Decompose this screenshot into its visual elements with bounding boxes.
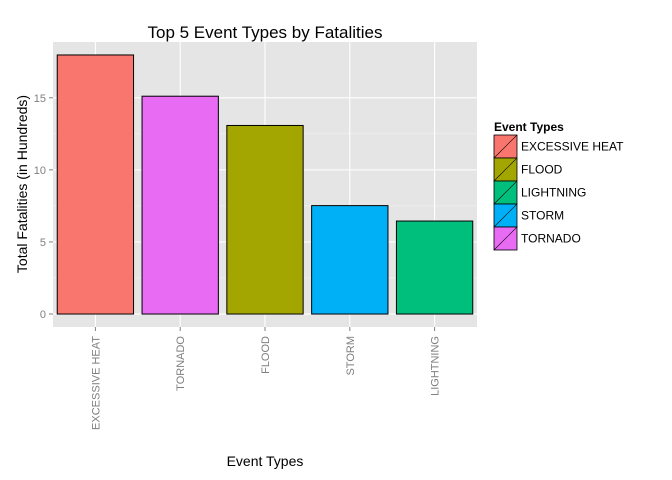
bar-layer: [56, 54, 474, 315]
legend-label: EXCESSIVE HEAT: [521, 140, 624, 154]
legend-key-slash: [493, 203, 518, 228]
x-axis-title: Event Types: [227, 453, 304, 469]
bar: [311, 205, 389, 315]
bar: [395, 220, 474, 315]
legend-key-slash: [493, 157, 518, 182]
y-tick-label: 5: [40, 237, 46, 249]
legend-key-slash: [493, 226, 518, 251]
x-tick-label: LIGHTNING: [430, 336, 442, 396]
legend-item: FLOOD: [493, 157, 563, 182]
y-axis-title: Total Fatalities (in Hundreds): [14, 95, 30, 273]
legend-item: EXCESSIVE HEAT: [493, 134, 624, 159]
legend-label: LIGHTNING: [521, 186, 586, 200]
legend-label: FLOOD: [521, 163, 563, 177]
legend-label: STORM: [521, 209, 564, 223]
y-tick-label: 10: [34, 165, 46, 177]
legend-key-slash: [493, 134, 518, 159]
y-tick-label: 0: [40, 309, 46, 321]
legend-label: TORNADO: [521, 232, 581, 246]
legend-item: LIGHTNING: [493, 180, 586, 205]
legend-title: Event Types: [494, 120, 564, 134]
x-tick-label: EXCESSIVE HEAT: [90, 336, 102, 430]
legend-item: STORM: [493, 203, 564, 228]
legend: Event Types EXCESSIVE HEAT FLOOD LIGHTNING…: [493, 120, 624, 251]
legend-entries: EXCESSIVE HEAT FLOOD LIGHTNING STORM TORNADO: [493, 134, 624, 251]
x-tick-label: TORNADO: [175, 336, 187, 391]
legend-key-slash: [493, 180, 518, 205]
chart-title: Top 5 Event Types by Fatalities: [148, 23, 383, 42]
legend-item: TORNADO: [493, 226, 581, 251]
x-axis: EXCESSIVE HEAT TORNADO FLOOD STORM LIGHTNING: [90, 327, 442, 430]
x-tick-label: FLOOD: [260, 336, 272, 374]
y-tick-label: 15: [34, 93, 46, 105]
bar: [226, 124, 304, 315]
bar: [141, 95, 219, 315]
y-axis: 0 5 10 15: [34, 93, 53, 321]
bar: [56, 54, 135, 315]
x-tick-label: STORM: [345, 336, 357, 376]
